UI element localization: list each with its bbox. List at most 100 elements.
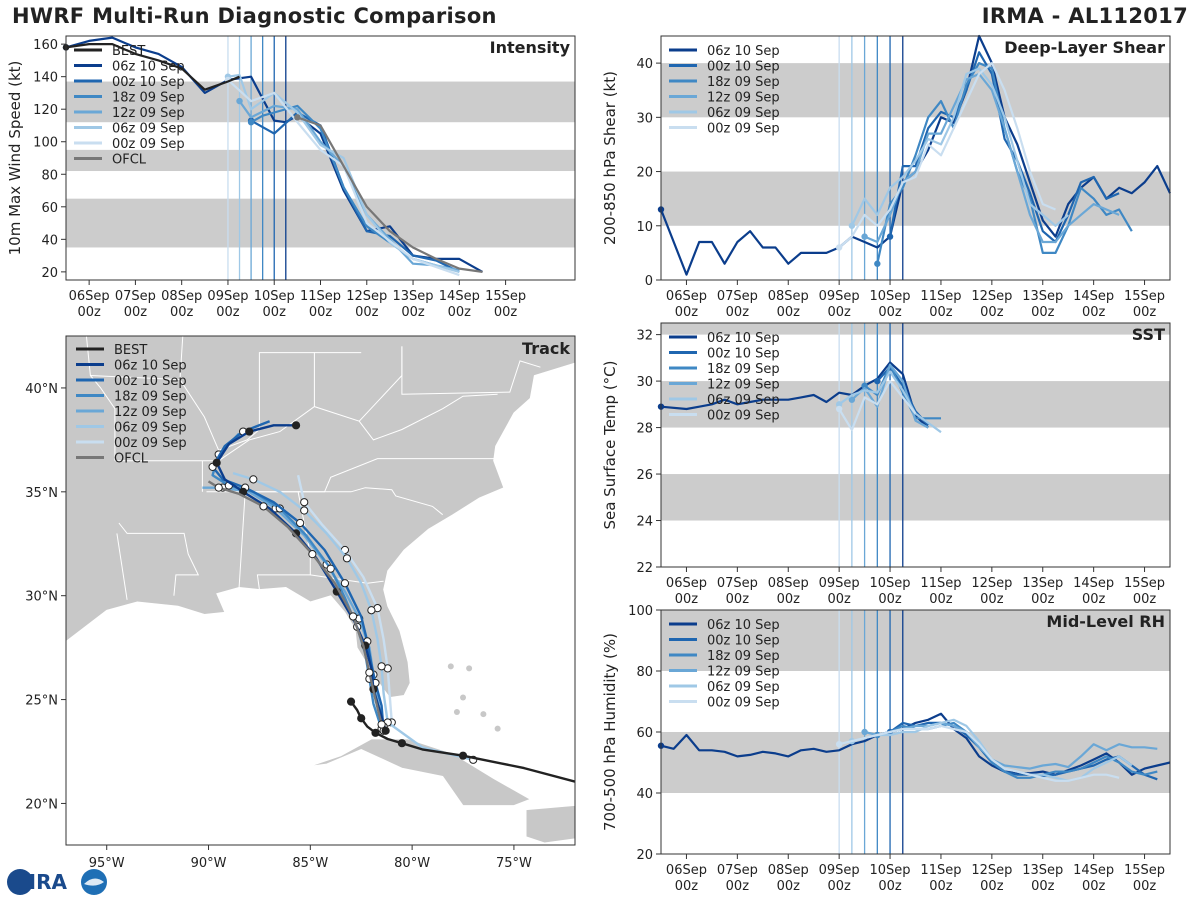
y-tick-label: 28 <box>636 422 653 437</box>
series-init-point <box>886 233 894 240</box>
legend-label: 18z 09 Sep <box>112 91 185 106</box>
y-tick-label: 40°N <box>25 382 58 397</box>
track-fix-point <box>458 751 468 760</box>
x-tick-label: 10Sep <box>870 863 911 878</box>
y-tick-label: 20 <box>636 848 653 863</box>
x-tick-label: 00z <box>448 305 472 320</box>
series-init-point <box>835 741 843 748</box>
x-tick-label: 06Sep <box>69 289 110 304</box>
series-line-run_00z10 <box>889 721 1158 781</box>
x-tick-label: 00z <box>263 305 287 320</box>
y-tick-label: 10 <box>636 220 653 235</box>
y-tick-label: 20°N <box>25 797 58 812</box>
state-border <box>85 336 116 461</box>
x-tick-label: 00z <box>1133 592 1157 607</box>
x-tick-label: 09Sep <box>819 576 860 591</box>
x-tick-label: 14Sep <box>1073 576 1114 591</box>
y-tick-label: 80 <box>41 168 58 183</box>
y-tick-label: 60 <box>636 726 653 741</box>
series-init-point <box>247 119 255 126</box>
legend-label: 00z 09 Sep <box>707 409 780 424</box>
y-tick-label: 32 <box>636 329 653 344</box>
series-line-run_12z09 <box>864 721 1158 770</box>
legend-label: 00z 09 Sep <box>112 137 185 152</box>
legend-label: 00z 09 Sep <box>707 696 780 711</box>
track-fix-point <box>367 606 376 615</box>
legend-label: 06z 09 Sep <box>112 122 185 137</box>
y-axis-label: 700-500 hPa Humidity (%) <box>601 633 619 831</box>
series-line-run_12z09 <box>864 72 1120 244</box>
x-tick-label: 85°W <box>292 856 328 871</box>
series-init-point <box>848 222 856 229</box>
x-tick-label: 00z <box>827 305 851 320</box>
x-tick-label: 00z <box>77 305 101 320</box>
x-tick-label: 10Sep <box>870 289 911 304</box>
series-init-point <box>874 377 881 385</box>
x-tick-label: 15Sep <box>1124 863 1165 878</box>
x-tick-label: 00z <box>777 879 801 894</box>
series-line-run_18z09 <box>863 363 941 420</box>
series-init-point <box>835 244 843 251</box>
legend-label: 18z 09 Sep <box>707 75 780 90</box>
y-tick-label: 30°N <box>25 590 58 605</box>
y-tick-label: 140 <box>33 71 58 86</box>
logo-globe-icon <box>7 869 33 895</box>
cira-logo: CIRA <box>4 866 114 898</box>
state-border <box>258 352 315 430</box>
y-tick-label: 22 <box>636 561 653 576</box>
x-tick-label: 07Sep <box>717 289 758 304</box>
legend-label: 00z 10 Sep <box>112 75 185 90</box>
y-tick-label: 30 <box>636 111 653 126</box>
x-tick-label: 00z <box>878 592 902 607</box>
y-tick-label: 160 <box>33 38 58 53</box>
x-tick-label: 00z <box>170 305 194 320</box>
series-line-run_00z09 <box>838 380 917 431</box>
series-line-run_00z10 <box>250 111 460 273</box>
x-tick-label: 15Sep <box>1124 576 1165 591</box>
state-border <box>179 379 260 451</box>
x-tick-label: 00z <box>1082 592 1106 607</box>
climo-band <box>66 149 575 172</box>
legend-label: 00z 09 Sep <box>114 436 187 451</box>
x-tick-label: 75°W <box>496 856 532 871</box>
x-tick-label: 06Sep <box>666 576 707 591</box>
series-line-best <box>65 42 240 91</box>
series-init-point <box>861 728 868 736</box>
y-tick-label: 40 <box>636 57 653 72</box>
y-axis-label: 200-850 hPa Shear (kt) <box>601 71 619 245</box>
climo-band <box>66 81 575 123</box>
logo-text: CIRA <box>14 870 68 894</box>
chart-title: HWRF Multi-Run Diagnostic Comparison <box>12 4 497 28</box>
x-tick-label: 13Sep <box>1022 576 1063 591</box>
x-tick-label: 11Sep <box>300 289 341 304</box>
x-tick-label: 00z <box>1082 879 1106 894</box>
climo-band <box>661 610 1170 671</box>
state-border <box>116 533 128 600</box>
panel-sst: 22242628303206Sep00z07Sep00z08Sep00z09Se… <box>601 322 1171 607</box>
series-init-point <box>294 114 301 121</box>
legend-label: 06z 10 Sep <box>707 618 780 633</box>
legend-label: 06z 10 Sep <box>114 359 187 374</box>
legend-label: 12z 09 Sep <box>707 378 780 393</box>
series-init-point <box>848 396 856 403</box>
legend-label: BEST <box>112 44 145 59</box>
legend-label: 06z 10 Sep <box>707 331 780 346</box>
x-tick-label: 13Sep <box>1022 289 1063 304</box>
x-tick-label: 90°W <box>191 856 227 871</box>
x-tick-label: 00z <box>675 592 699 607</box>
track-fix-point <box>291 421 301 430</box>
legend-label: 06z 10 Sep <box>112 60 185 75</box>
panel-track: 95°W 90°W 85°W 80°W 75°W 20°N 25°N 30°N 35°N 40°N… <box>25 335 576 871</box>
y-tick-label: 100 <box>628 604 653 619</box>
x-tick-label: 00z <box>980 879 1004 894</box>
x-tick-label: 15Sep <box>485 289 526 304</box>
series-line-run_12z09 <box>851 363 929 429</box>
x-tick-label: 09Sep <box>819 289 860 304</box>
series-line-ofcl <box>297 116 483 273</box>
x-tick-label: 12Sep <box>971 289 1012 304</box>
x-tick-label: 14Sep <box>1073 289 1114 304</box>
x-tick-label: 10Sep <box>870 576 911 591</box>
